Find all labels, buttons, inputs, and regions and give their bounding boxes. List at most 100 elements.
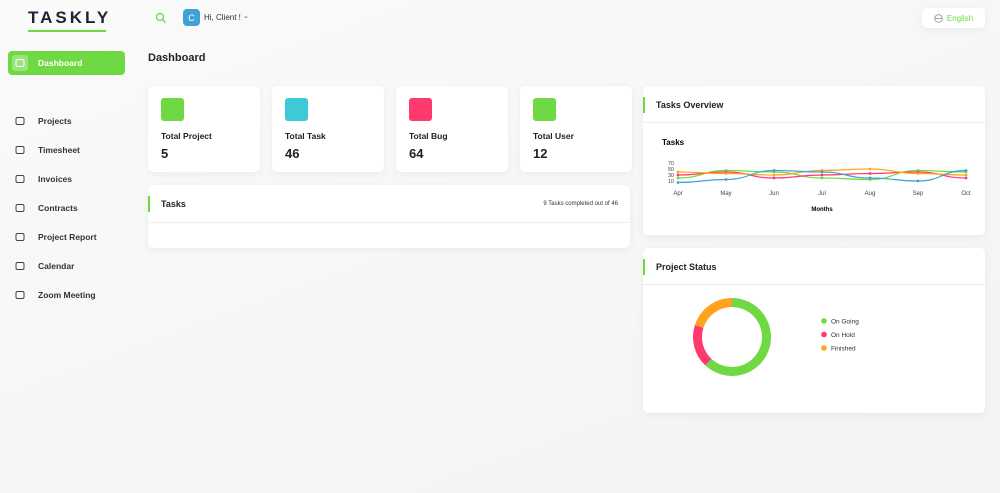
logo-underline — [28, 30, 106, 32]
data-point — [772, 176, 776, 180]
legend-label: Finished — [831, 346, 856, 353]
data-point — [964, 173, 968, 177]
stat-label: Total User — [533, 131, 574, 141]
nav-item[interactable]: Zoom Meeting — [8, 283, 125, 307]
nav-label: Project Report — [38, 232, 97, 242]
accent-bar — [148, 196, 150, 212]
nav-icon — [12, 200, 28, 216]
nav-label: Timesheet — [38, 145, 80, 155]
card-title: Tasks Overview — [656, 100, 724, 110]
donut-slice — [705, 298, 771, 376]
y-tick-label: 30 — [668, 173, 674, 179]
x-tick-label: Jun — [769, 191, 779, 197]
globe-icon — [934, 13, 943, 23]
data-point — [868, 167, 872, 171]
x-tick-label: Sep — [913, 191, 924, 197]
nav-item[interactable]: Calendar — [8, 254, 125, 278]
nav-item[interactable]: Contracts — [8, 196, 125, 220]
nav-item[interactable]: Projects — [8, 109, 125, 133]
legend-marker — [821, 331, 827, 338]
separator — [148, 222, 630, 223]
accent-bar — [643, 97, 645, 113]
data-point — [820, 170, 824, 174]
icon — [15, 59, 25, 67]
y-tick-label: 70 — [668, 161, 674, 167]
language-button[interactable]: English — [922, 8, 985, 28]
icon-shape — [15, 175, 25, 183]
stat-card: Total Task 46 — [272, 86, 384, 172]
icon-shape — [15, 146, 25, 154]
stat-value: 5 — [161, 146, 169, 161]
donut-chart: On Going On Hold Finished — [693, 298, 859, 376]
data-point — [676, 181, 680, 184]
stat-card: Total User 12 — [520, 86, 632, 172]
icon — [15, 146, 25, 154]
overview-card: Tasks Overview — [643, 86, 985, 235]
nav-label: Projects — [38, 116, 72, 126]
nav-icon — [12, 171, 28, 187]
stat-label: Total Project — [161, 131, 212, 141]
legend-marker — [821, 345, 827, 351]
stat-icon — [533, 98, 556, 121]
donut-slice — [694, 298, 733, 328]
data-point — [676, 173, 680, 177]
x-tick-label: May — [720, 191, 731, 197]
y-tick-label: 50 — [668, 167, 674, 173]
avatar[interactable]: C — [183, 9, 200, 26]
data-point — [820, 173, 824, 177]
icon-shape — [15, 117, 25, 125]
icon-shape — [15, 262, 25, 270]
stat-card: Total Bug 64 — [396, 86, 508, 172]
nav-item[interactable]: Dashboard — [8, 51, 125, 75]
nav-item[interactable]: Project Report — [8, 225, 125, 249]
nav-icon — [12, 287, 28, 303]
data-point — [676, 170, 680, 174]
tasks-summary: 9 Tasks completed out of 46 — [543, 201, 618, 207]
data-point — [916, 172, 920, 175]
data-point — [820, 176, 824, 180]
nav-label: Zoom Meeting — [38, 290, 96, 300]
x-tick-label: Aug — [865, 191, 876, 197]
user-greeting[interactable]: Hi, Client ! — [204, 13, 241, 22]
icon-shape — [15, 291, 25, 299]
nav-item[interactable]: Timesheet — [8, 138, 125, 162]
nav-label: Contracts — [38, 203, 78, 213]
accent-bar — [643, 259, 645, 275]
stat-label: Total Task — [285, 131, 326, 141]
x-tick-label: Jul — [818, 191, 826, 197]
icon-shape — [15, 233, 25, 241]
stat-value: 64 — [409, 146, 424, 161]
icon-shape — [15, 59, 25, 67]
separator — [643, 284, 985, 285]
legend-marker — [821, 318, 827, 324]
icon — [15, 204, 25, 212]
y-tick-label: 10 — [668, 179, 674, 185]
nav-icon — [12, 113, 28, 129]
nav-item[interactable]: Invoices — [8, 167, 125, 191]
icon — [15, 262, 25, 270]
nav-label: Invoices — [38, 174, 73, 184]
search-icon[interactable] — [155, 12, 167, 24]
nav-icon — [12, 55, 28, 71]
stat-value: 46 — [285, 146, 300, 161]
x-tick-label: Oct — [961, 191, 971, 197]
separator — [643, 122, 985, 123]
nav-icon — [12, 142, 28, 158]
data-point — [676, 176, 680, 180]
logo[interactable]: TASKLY — [28, 8, 112, 27]
language-label: English — [946, 13, 974, 23]
nav-icon — [12, 258, 28, 274]
icon — [15, 175, 25, 183]
stat-card: Total Project 5 — [148, 86, 260, 172]
stat-label: Total Bug — [409, 131, 448, 141]
data-point — [724, 178, 728, 181]
nav-icon — [12, 229, 28, 245]
data-point — [868, 172, 872, 175]
stat-icon — [285, 98, 308, 121]
data-point — [964, 169, 968, 172]
stat-icon — [161, 98, 184, 121]
icon — [15, 291, 25, 299]
x-tick-label: Apr — [673, 191, 682, 197]
data-point — [916, 179, 920, 183]
